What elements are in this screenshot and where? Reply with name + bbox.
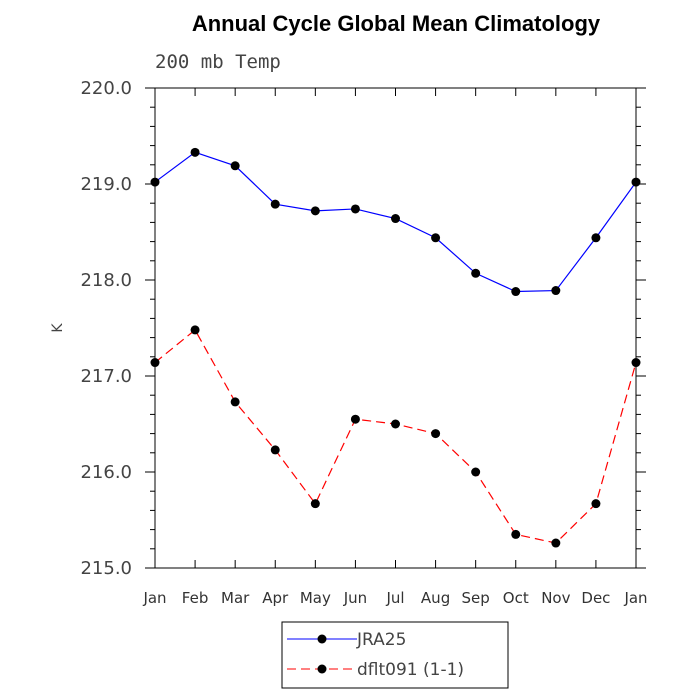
data-point-jra25 xyxy=(631,177,641,187)
x-tick-label: May xyxy=(300,589,331,607)
data-point-dflt091 xyxy=(350,414,360,424)
data-point-dflt091 xyxy=(391,419,400,429)
data-point-jra25 xyxy=(150,177,160,187)
data-point-dflt091 xyxy=(551,538,561,548)
chart-title: Annual Cycle Global Mean Climatology xyxy=(192,11,601,36)
x-tick-label: Jan xyxy=(623,589,647,607)
lines-layer xyxy=(154,151,637,544)
y-tick-label: 219.0 xyxy=(80,174,132,195)
data-point-dflt091 xyxy=(190,325,200,335)
data-point-jra25 xyxy=(270,199,280,209)
x-tick-label: Jan xyxy=(142,589,166,607)
y-tick-label: 215.0 xyxy=(80,558,132,579)
data-point-jra25 xyxy=(190,147,200,157)
y-tick-label: 220.0 xyxy=(80,78,132,99)
data-point-jra25 xyxy=(350,204,360,214)
x-tick-label: Sep xyxy=(462,589,490,607)
y-axis-label: K xyxy=(50,323,66,333)
x-tick-label: Mar xyxy=(221,589,250,607)
data-point-dflt091 xyxy=(310,499,320,509)
data-point-jra25 xyxy=(591,233,601,243)
x-tick-label: Aug xyxy=(421,589,450,607)
legend-box xyxy=(281,621,509,689)
x-tick-label: Oct xyxy=(503,589,529,607)
data-point-jra25 xyxy=(551,286,561,296)
y-tick-label: 218.0 xyxy=(80,270,132,291)
data-point-jra25 xyxy=(471,268,481,278)
data-point-dflt091 xyxy=(471,467,481,477)
data-point-jra25 xyxy=(431,233,441,243)
data-point-dflt091 xyxy=(150,358,160,368)
x-tick-label: Jul xyxy=(385,589,404,607)
legend: JRA25 dflt091 (1-1) xyxy=(281,621,509,689)
plot-frame xyxy=(154,87,637,569)
x-tick-label: Nov xyxy=(541,589,570,607)
legend-label-jra25: JRA25 xyxy=(356,630,406,650)
legend-marker-jra25 xyxy=(317,634,327,644)
legend-label-dflt091: dflt091 (1-1) xyxy=(357,660,464,680)
series-line-dflt091 xyxy=(154,329,637,544)
data-point-dflt091 xyxy=(591,499,601,509)
ticks-layer: Jan Feb Mar Apr May Jun Jul Aug Sep Oct Nov Dec Jan 2… xyxy=(80,78,647,607)
x-tick-label: Feb xyxy=(182,589,209,607)
data-point-jra25 xyxy=(391,214,400,224)
data-point-dflt091 xyxy=(270,445,280,455)
data-point-dflt091 xyxy=(631,358,641,368)
data-point-dflt091 xyxy=(230,397,240,407)
data-point-dflt091 xyxy=(431,429,441,439)
y-tick-label: 216.0 xyxy=(80,462,132,483)
data-point-jra25 xyxy=(511,287,521,297)
chart-subtitle: 200 mb Temp xyxy=(155,51,281,73)
data-point-dflt091 xyxy=(511,529,521,539)
data-point-jra25 xyxy=(230,161,240,171)
y-tick-label: 217.0 xyxy=(80,366,132,387)
points-layer xyxy=(150,147,641,548)
x-tick-label: Jun xyxy=(343,589,367,607)
legend-marker-dflt091 xyxy=(317,664,327,674)
x-tick-label: Dec xyxy=(581,589,610,607)
data-point-jra25 xyxy=(310,206,320,216)
x-tick-label: Apr xyxy=(262,589,289,607)
